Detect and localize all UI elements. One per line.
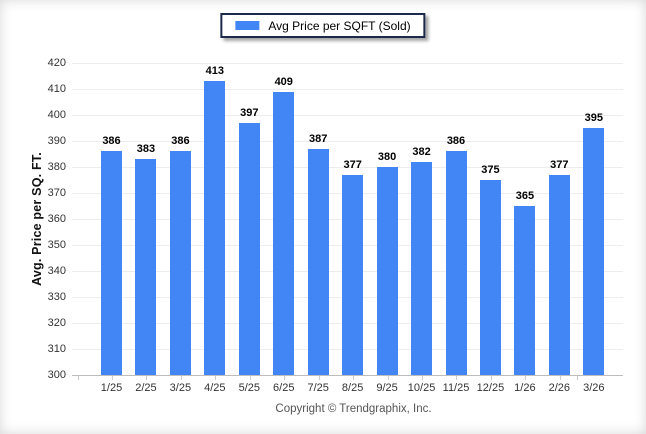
x-axis-tick-label: 2/26 — [548, 382, 571, 394]
x-axis-tick — [525, 376, 527, 380]
x-axis-tick-label: 2/25 — [135, 382, 157, 394]
bar-value-label: 386 — [446, 135, 466, 148]
bar-value-label: 377 — [550, 158, 569, 171]
x-axis-tick — [77, 376, 79, 380]
bar-value-label: 383 — [136, 143, 156, 156]
y-axis-tick-label: 380 — [47, 161, 66, 173]
bar-value-label: 377 — [343, 158, 362, 171]
x-axis-line — [72, 375, 623, 376]
bar-5/25 — [238, 122, 260, 375]
bar-value-label: 380 — [377, 151, 397, 163]
copyright-text: Copyright © Trendgraphix, Inc. — [275, 403, 432, 415]
x-axis-tick-label: 1/25 — [100, 382, 123, 394]
bar-value-label: 382 — [412, 145, 431, 158]
x-axis-tick — [490, 376, 492, 380]
bar-value-label: 387 — [309, 132, 328, 145]
x-axis-tick-label: 7/25 — [307, 382, 329, 394]
gridline — [72, 63, 623, 64]
bar-12/25 — [479, 180, 501, 375]
x-axis-tick-label: 3/25 — [169, 382, 192, 394]
x-axis-tick-label: 3/26 — [583, 382, 605, 394]
y-axis-tick-label: 420 — [47, 57, 66, 69]
y-axis-tick-label: 330 — [47, 291, 66, 303]
x-axis-tick — [387, 376, 389, 380]
x-axis-tick — [180, 376, 182, 380]
bar-9/25 — [376, 167, 398, 375]
bar-value-label: 413 — [205, 65, 225, 78]
bar-10/25 — [411, 161, 433, 375]
x-axis-tick — [146, 376, 148, 380]
x-axis-tick — [577, 376, 579, 380]
bar-2/26 — [548, 174, 570, 375]
bar-1/25 — [101, 151, 122, 375]
x-axis-tick — [353, 376, 355, 380]
x-axis-tick-label: 4/25 — [204, 382, 226, 394]
bar-value-label: 395 — [584, 112, 603, 124]
bar-value-label: 365 — [515, 190, 535, 202]
legend-swatch-icon — [235, 21, 260, 30]
bar-7/25 — [307, 148, 329, 375]
bar-2/25 — [135, 159, 157, 375]
y-axis-tick-label: 370 — [47, 187, 66, 199]
y-axis-tick-label: 410 — [47, 83, 66, 95]
y-axis-tick-label: 300 — [47, 369, 66, 381]
bar-4/25 — [204, 81, 226, 375]
bar-1/26 — [514, 206, 536, 375]
bar-11/25 — [445, 151, 467, 375]
bar-value-label: 386 — [102, 135, 121, 148]
x-axis-tick-label: 12/25 — [476, 382, 505, 394]
bar-value-label: 409 — [274, 75, 293, 88]
gridline — [72, 89, 623, 90]
x-axis-tick-label: 5/25 — [238, 382, 260, 394]
x-axis-tick — [249, 376, 251, 380]
y-axis-tick-label: 360 — [47, 213, 66, 225]
x-axis-tick — [215, 376, 217, 380]
y-axis-tick-label: 310 — [47, 343, 66, 355]
y-axis-tick-label: 400 — [47, 109, 66, 121]
y-axis-tick-label: 390 — [47, 135, 66, 147]
bar-value-label: 386 — [171, 135, 190, 148]
x-axis-tick-label: 11/25 — [442, 382, 470, 394]
x-axis-tick — [422, 376, 423, 380]
x-axis-tick-label: 9/25 — [376, 382, 398, 394]
x-axis-tick — [284, 376, 286, 380]
y-axis-tick-label: 340 — [47, 265, 66, 277]
bar-3/25 — [169, 151, 191, 375]
legend: Avg Price per SQFT (Sold) — [220, 13, 426, 38]
x-axis-tick — [318, 376, 320, 380]
x-axis-tick — [111, 376, 113, 380]
bar-value-label: 397 — [240, 106, 259, 119]
x-axis-tick-label: 8/25 — [341, 382, 364, 394]
x-axis-tick-label: 10/25 — [407, 382, 436, 394]
gridline — [72, 141, 623, 142]
legend-label: Avg Price per SQFT (Sold) — [268, 18, 411, 33]
y-axis-tick-label: 320 — [47, 317, 66, 329]
gridline — [72, 167, 623, 168]
bar-value-label: 375 — [481, 164, 500, 176]
gridline — [72, 115, 623, 116]
bar-6/25 — [273, 91, 295, 375]
bar-8/25 — [342, 174, 364, 375]
y-axis-tick-label: 350 — [47, 239, 66, 251]
x-axis-tick-label: 1/26 — [514, 382, 536, 394]
x-axis-tick — [456, 376, 458, 380]
x-axis-tick — [559, 376, 561, 380]
x-axis-tick-label: 6/25 — [273, 382, 295, 394]
bar-3/26 — [583, 128, 605, 375]
